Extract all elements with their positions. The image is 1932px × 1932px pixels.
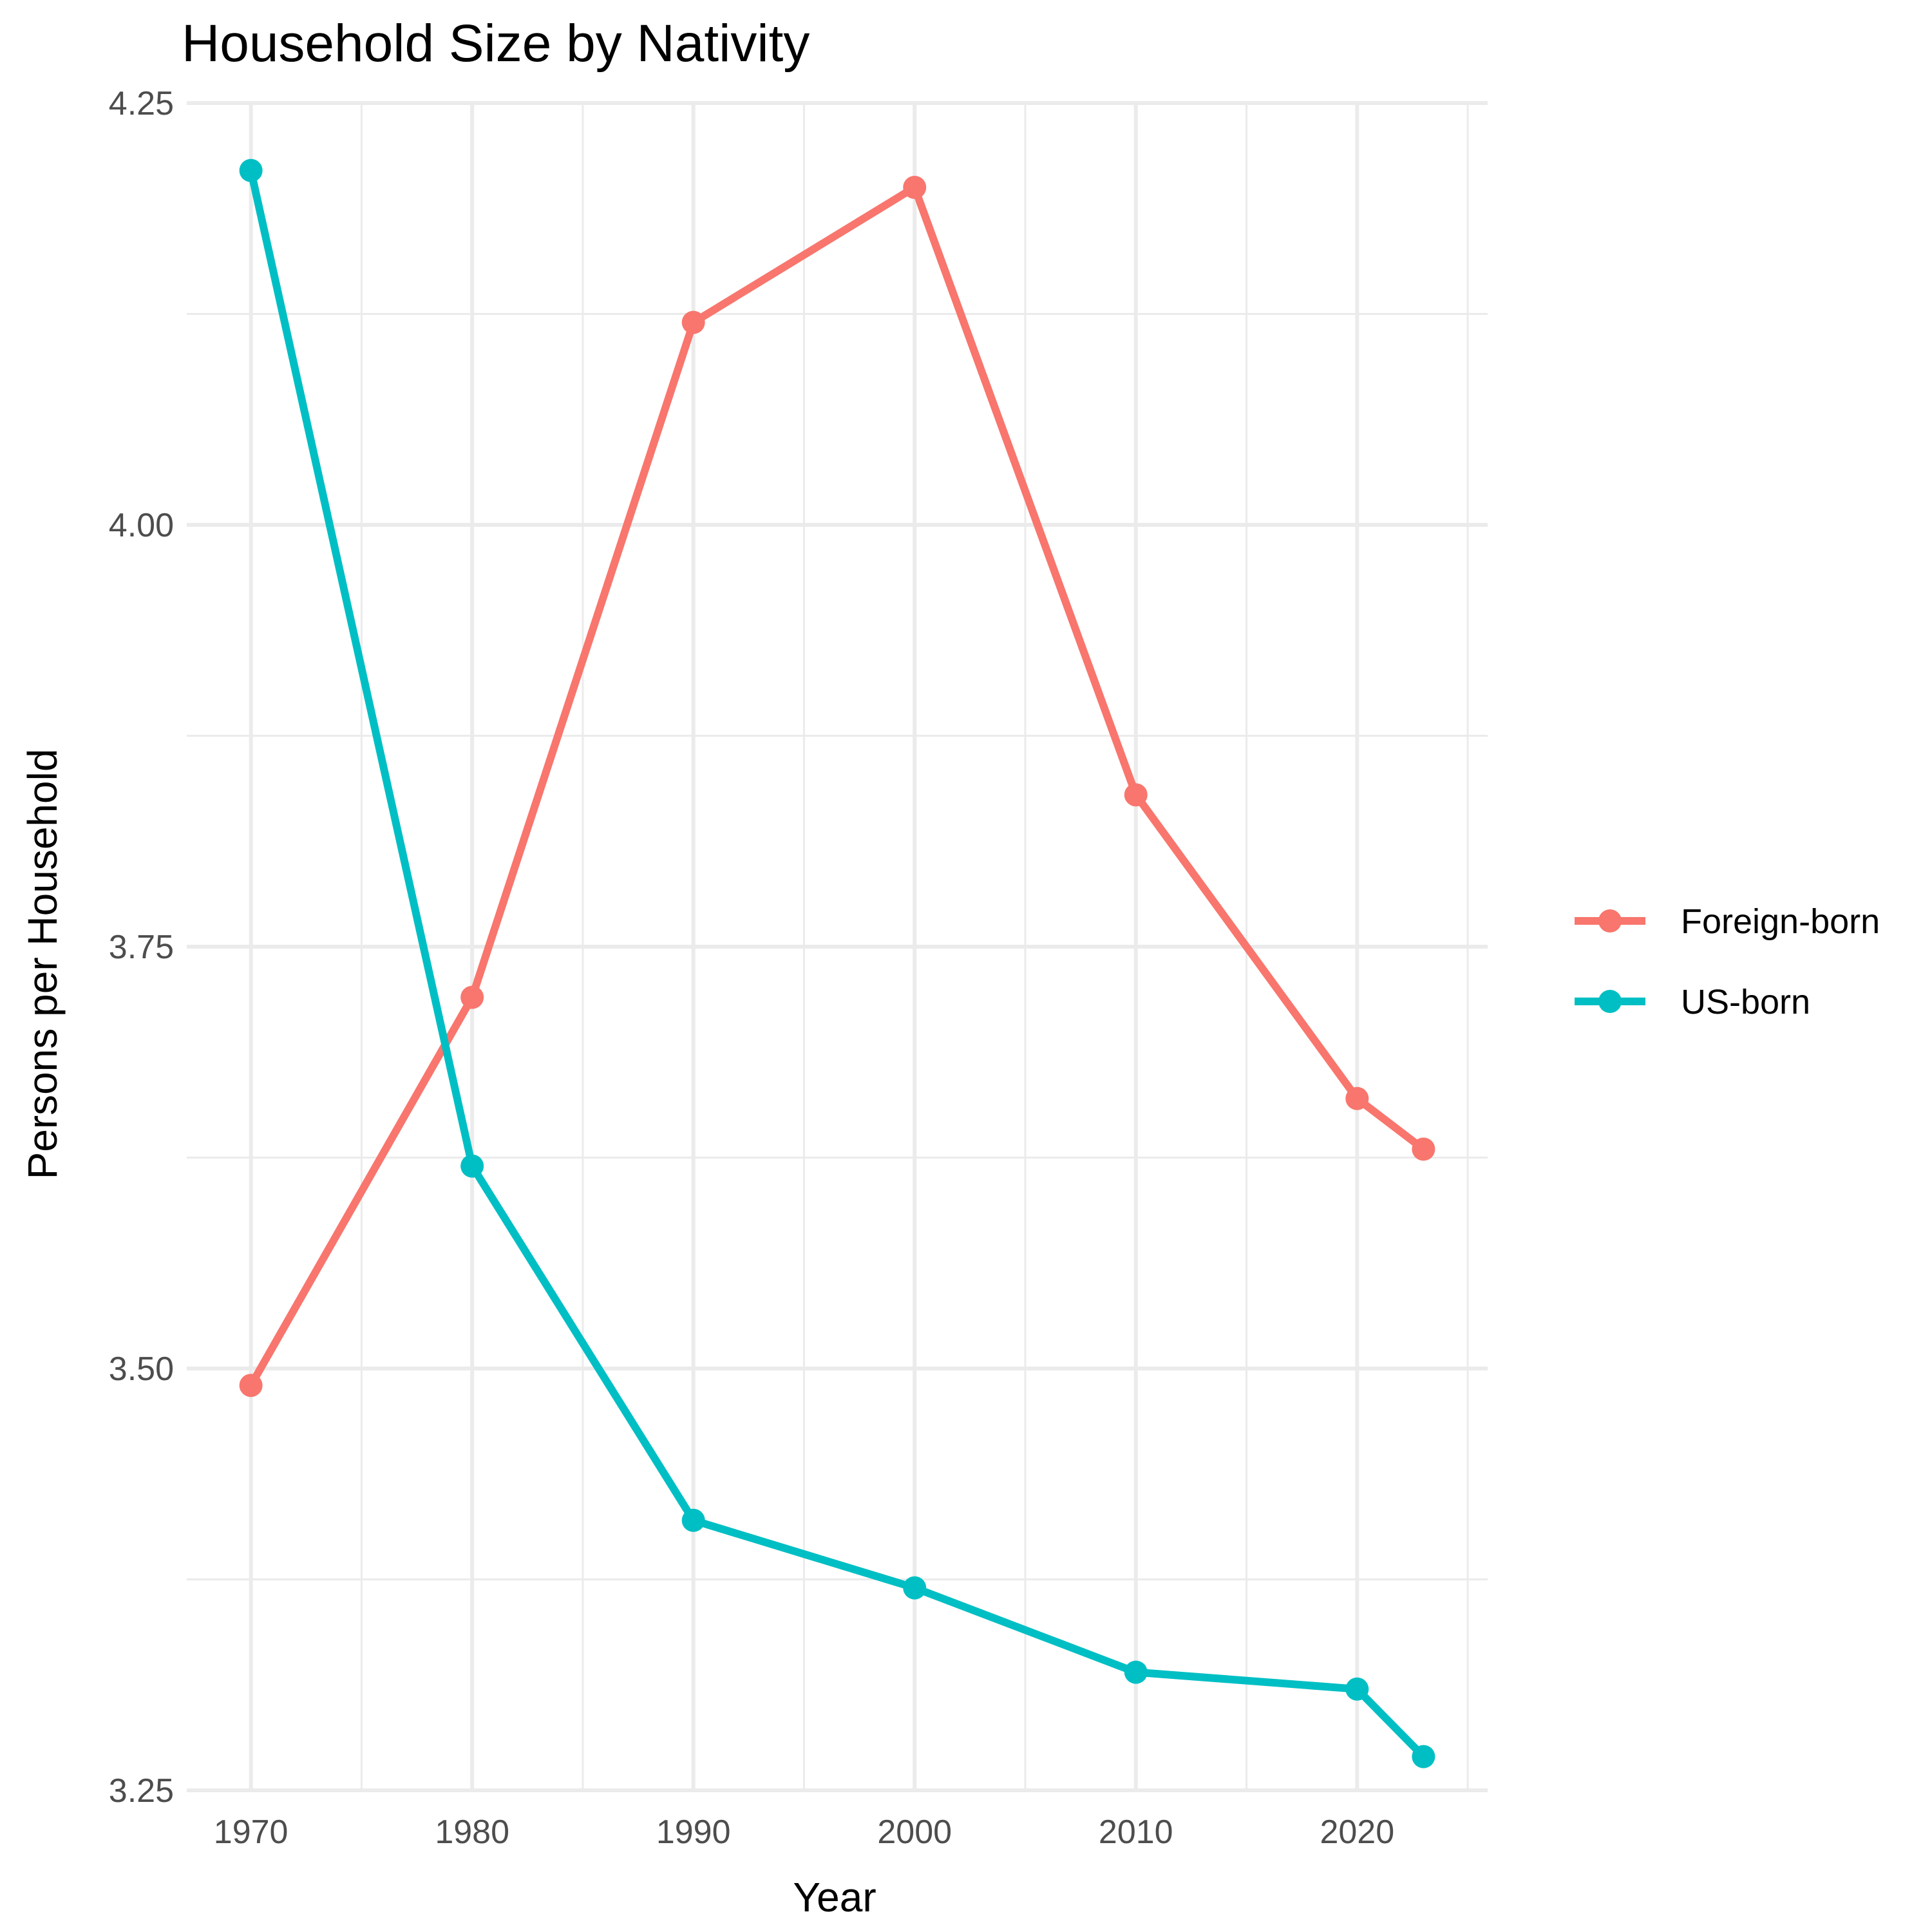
data-point-foreign-born	[1412, 1137, 1435, 1161]
series-lines	[247, 169, 1426, 1759]
series-line-us-born	[247, 169, 1426, 1759]
x-tick-label: 2020	[1320, 1814, 1394, 1851]
x-tick-label: 2000	[877, 1814, 952, 1851]
y-axis-label: Persons per Household	[19, 749, 66, 1180]
tick-labels: 1970 1980 1990 2000 2010 2020 3.25 3.50 3.75 4.00…	[109, 85, 1394, 1851]
x-tick-label: 1980	[435, 1814, 509, 1851]
data-point-foreign-born	[460, 985, 484, 1009]
data-point-us-born	[1124, 1660, 1148, 1684]
chart-title: Household Size by Nativity	[182, 14, 810, 73]
data-point-us-born	[460, 1154, 484, 1178]
data-point-foreign-born	[1124, 783, 1148, 807]
data-point-us-born	[1345, 1677, 1369, 1701]
y-tick-label: 3.25	[109, 1772, 174, 1810]
legend: Foreign-born US-born	[1575, 902, 1880, 1021]
legend-key-point	[1598, 990, 1622, 1013]
legend-label: US-born	[1681, 983, 1810, 1021]
y-tick-label: 3.75	[109, 929, 174, 966]
data-point-foreign-born	[1345, 1086, 1369, 1110]
series-points	[239, 158, 1435, 1768]
y-tick-label: 4.25	[109, 85, 174, 122]
x-tick-label: 1990	[656, 1814, 731, 1851]
legend-label: Foreign-born	[1681, 902, 1880, 941]
x-axis-label: Year	[793, 1874, 876, 1920]
series-line-foreign-born	[247, 184, 1426, 1388]
x-tick-label: 1970	[214, 1814, 289, 1851]
data-point-us-born	[681, 1508, 705, 1532]
data-point-foreign-born	[239, 1374, 263, 1397]
legend-item-foreign-born: Foreign-born	[1575, 902, 1880, 941]
data-point-us-born	[239, 158, 263, 182]
legend-key-point	[1598, 909, 1622, 933]
grid	[187, 101, 1488, 1792]
legend-item-us-born: US-born	[1575, 983, 1810, 1021]
data-point-foreign-born	[903, 176, 927, 199]
y-tick-label: 3.50	[109, 1350, 174, 1388]
data-point-foreign-born	[681, 310, 705, 334]
data-point-us-born	[1412, 1745, 1435, 1768]
y-tick-label: 4.00	[109, 507, 174, 544]
data-point-us-born	[903, 1576, 927, 1600]
x-tick-label: 2010	[1099, 1814, 1173, 1851]
